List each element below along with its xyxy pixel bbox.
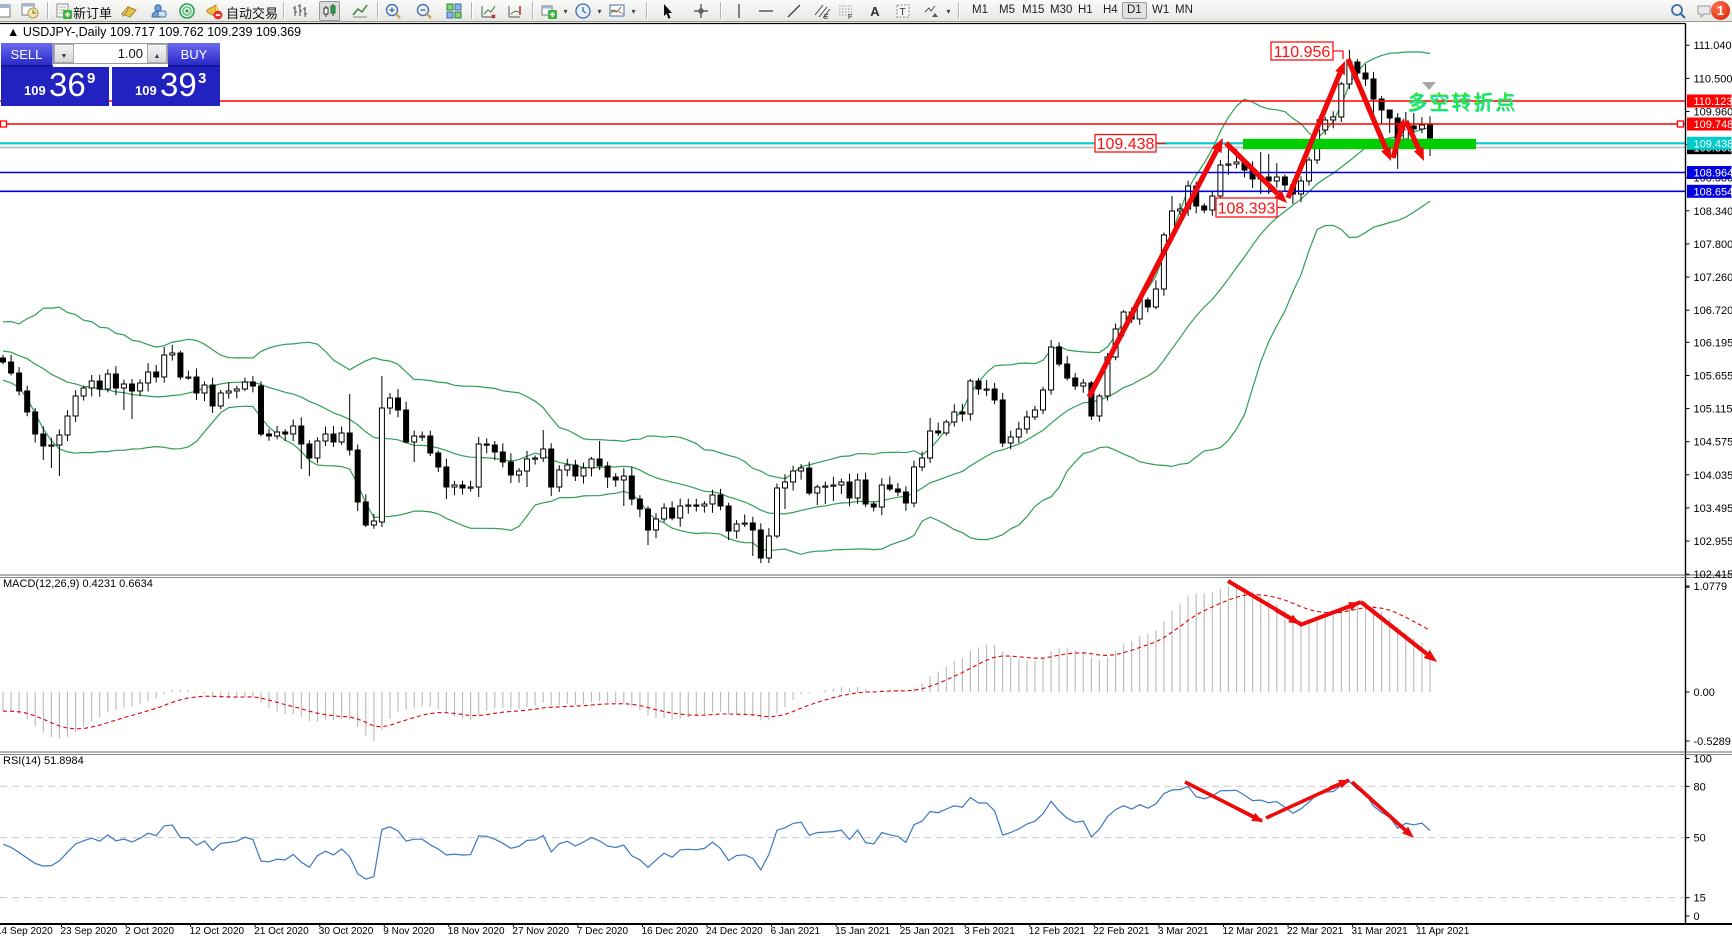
svg-text:108.964: 108.964	[1694, 168, 1732, 180]
svg-text:▲ USDJPY-,Daily 109.717 109.7: ▲ USDJPY-,Daily 109.717 109.762 109.239 …	[7, 25, 301, 39]
svg-text:25 Jan 2021: 25 Jan 2021	[900, 926, 955, 937]
svg-text:106.195: 106.195	[1694, 337, 1732, 349]
svg-text:108.393: 108.393	[1218, 200, 1276, 217]
svg-text:109.748: 109.748	[1694, 119, 1732, 131]
svg-text:多空转折点: 多空转折点	[1407, 91, 1517, 114]
svg-text:108.340: 108.340	[1694, 206, 1732, 218]
svg-text:12 Feb 2021: 12 Feb 2021	[1029, 926, 1086, 937]
svg-text:102.415: 102.415	[1694, 569, 1732, 581]
svg-text:0: 0	[1694, 911, 1700, 923]
svg-text:105.655: 105.655	[1694, 371, 1732, 383]
svg-text:T: T	[900, 7, 906, 18]
svg-text:80: 80	[1694, 781, 1706, 793]
svg-text:110.123: 110.123	[1694, 96, 1732, 108]
svg-text:107.260: 107.260	[1694, 272, 1732, 284]
svg-text:22 Mar 2021: 22 Mar 2021	[1287, 926, 1344, 937]
svg-text:104.575: 104.575	[1694, 437, 1732, 449]
svg-text:30 Oct 2020: 30 Oct 2020	[319, 926, 374, 937]
svg-text:16 Dec 2020: 16 Dec 2020	[642, 926, 699, 937]
svg-text:50: 50	[1694, 833, 1706, 845]
svg-text:27 Nov 2020: 27 Nov 2020	[512, 926, 569, 937]
svg-text:6 Jan 2021: 6 Jan 2021	[771, 926, 821, 937]
svg-text:111.040: 111.040	[1694, 40, 1732, 52]
svg-text:0.00: 0.00	[1694, 687, 1715, 699]
svg-text:3 Mar 2021: 3 Mar 2021	[1158, 926, 1209, 937]
svg-text:22 Feb 2021: 22 Feb 2021	[1093, 926, 1150, 937]
svg-text:3 Feb 2021: 3 Feb 2021	[964, 926, 1015, 937]
svg-text:109.438: 109.438	[1097, 136, 1155, 153]
svg-text:104.035: 104.035	[1694, 470, 1732, 482]
svg-text:14 Sep 2020: 14 Sep 2020	[0, 926, 53, 937]
svg-text:107.800: 107.800	[1694, 239, 1732, 251]
svg-text:108.654: 108.654	[1694, 186, 1732, 198]
svg-text:109.438: 109.438	[1694, 138, 1732, 150]
svg-text:2 Oct 2020: 2 Oct 2020	[125, 926, 174, 937]
svg-text:105.115: 105.115	[1694, 404, 1732, 416]
svg-text:18 Nov 2020: 18 Nov 2020	[448, 926, 505, 937]
svg-text:110.500: 110.500	[1694, 73, 1732, 85]
svg-text:11 Apr 2021: 11 Apr 2021	[1416, 926, 1470, 937]
svg-text:100: 100	[1694, 754, 1712, 766]
svg-text:12 Mar 2021: 12 Mar 2021	[1223, 926, 1280, 937]
svg-text:15 Jan 2021: 15 Jan 2021	[835, 926, 890, 937]
svg-text:9 Nov 2020: 9 Nov 2020	[383, 926, 435, 937]
svg-text:102.955: 102.955	[1694, 536, 1732, 548]
svg-text:110.956: 110.956	[1274, 44, 1331, 61]
svg-text:24 Dec 2020: 24 Dec 2020	[706, 926, 763, 937]
svg-text:103.495: 103.495	[1694, 503, 1732, 515]
svg-text:F: F	[848, 14, 852, 20]
svg-text:RSI(14) 51.8984: RSI(14) 51.8984	[3, 755, 84, 767]
svg-text:7 Dec 2020: 7 Dec 2020	[577, 926, 629, 937]
svg-text:15: 15	[1694, 893, 1706, 905]
svg-text:106.720: 106.720	[1694, 305, 1732, 317]
svg-text:21 Oct 2020: 21 Oct 2020	[254, 926, 309, 937]
svg-text:31 Mar 2021: 31 Mar 2021	[1352, 926, 1409, 937]
svg-text:109.960: 109.960	[1694, 107, 1732, 119]
svg-text:E: E	[824, 14, 829, 20]
svg-text:-0.5289: -0.5289	[1694, 736, 1731, 748]
svg-text:MACD(12,26,9) 0.4231 0.6634: MACD(12,26,9) 0.4231 0.6634	[3, 578, 153, 590]
svg-text:1.0779: 1.0779	[1694, 581, 1728, 593]
svg-text:12 Oct 2020: 12 Oct 2020	[190, 926, 245, 937]
svg-text:23 Sep 2020: 23 Sep 2020	[61, 926, 118, 937]
